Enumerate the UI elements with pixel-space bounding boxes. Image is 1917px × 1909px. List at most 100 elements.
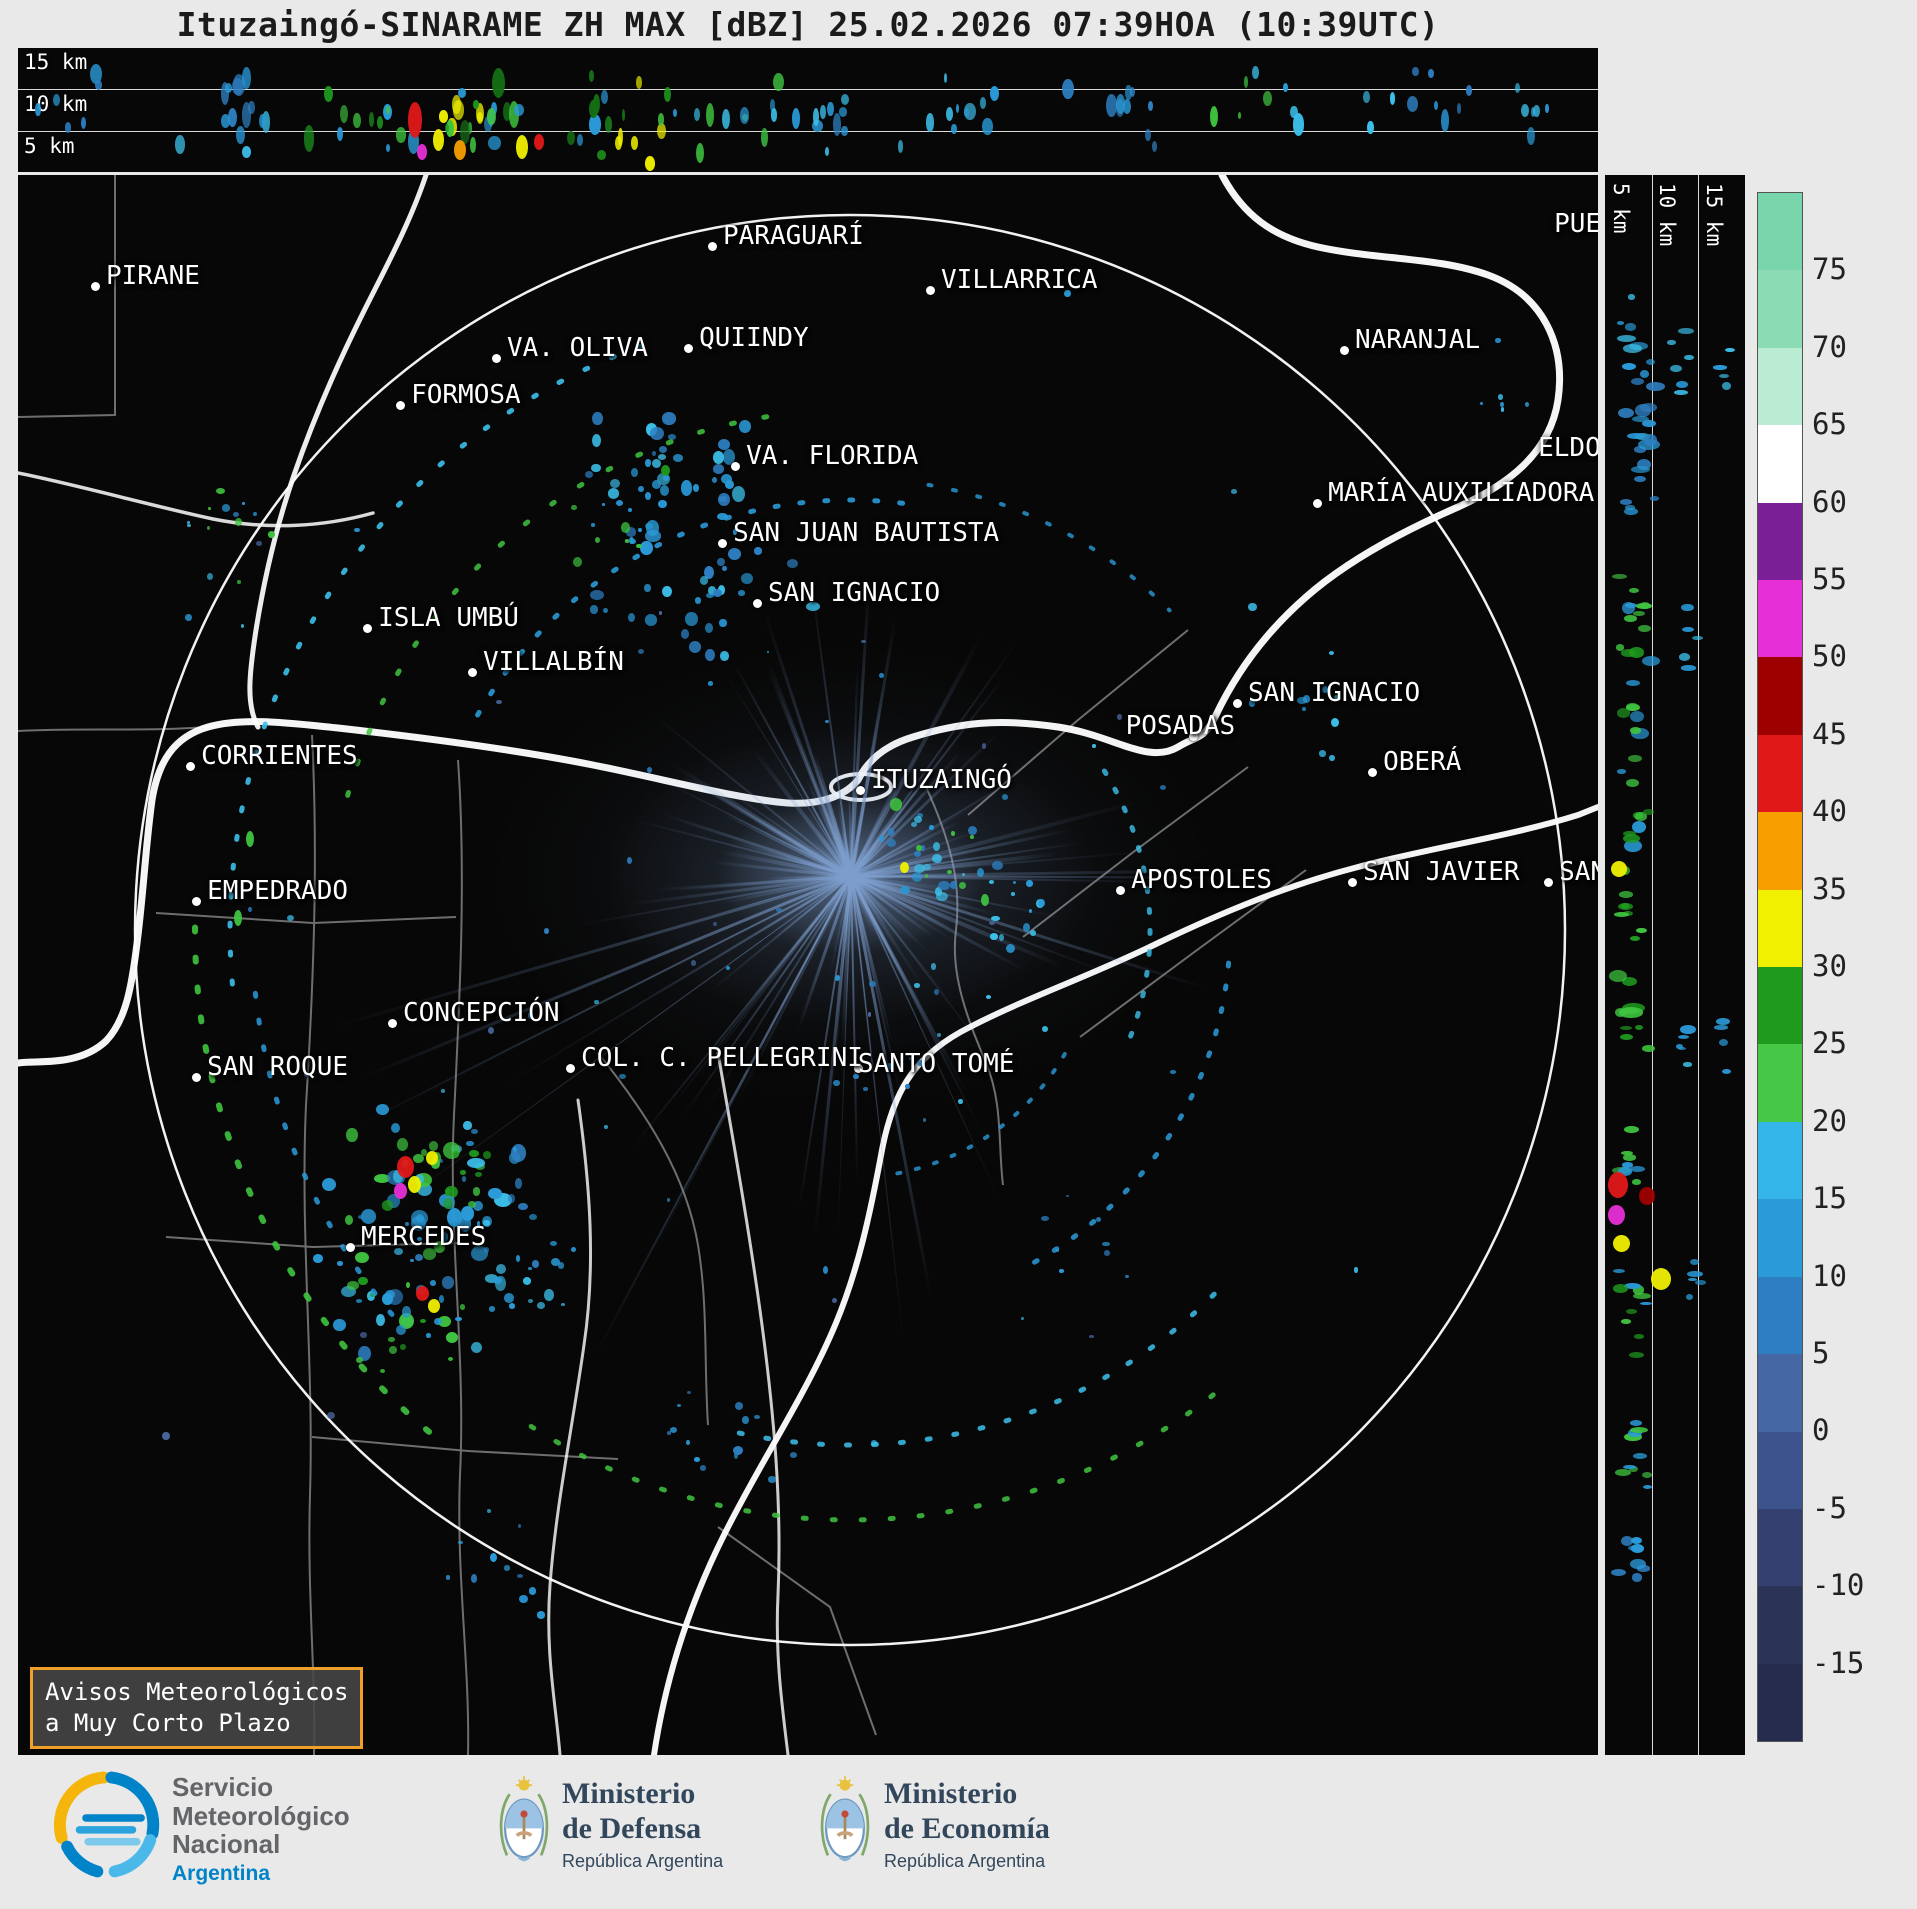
economia-coat-of-arms-icon: [818, 1775, 872, 1875]
radar-echo: [999, 934, 1004, 941]
colorbar-segment: [1758, 347, 1802, 426]
radar-echo: [825, 147, 830, 156]
radar-echo: [353, 113, 361, 129]
radar-echo: [408, 1176, 422, 1194]
radar-echo: [1643, 434, 1657, 446]
radar-echo: [522, 1276, 532, 1285]
radar-echo: [734, 1401, 743, 1410]
radar-echo: [186, 521, 190, 525]
radar-echo: [392, 1170, 403, 1184]
radar-echo: [407, 129, 419, 155]
radar-echo: [791, 107, 801, 130]
radar-echo: [616, 500, 624, 507]
radar-echo: [945, 107, 953, 121]
radar-echo: [739, 106, 750, 124]
radar-echo: [988, 921, 995, 926]
radar-echo: [1612, 573, 1627, 579]
radar-echo: [1722, 1068, 1732, 1074]
radar-echo: [443, 1198, 453, 1210]
radar-echo: [441, 1276, 455, 1290]
city-label: NARANJAL: [1354, 324, 1481, 355]
radar-echo: [718, 438, 731, 450]
radar-echo: [1613, 1234, 1631, 1252]
radar-echo: [964, 102, 976, 121]
radar-echo: [1642, 1044, 1656, 1052]
radar-echo: [620, 522, 631, 534]
smn-line1: Servicio: [172, 1772, 274, 1802]
radar-echo: [1619, 1033, 1634, 1041]
radar-echo: [339, 104, 348, 123]
radar-echo: [516, 135, 529, 160]
radar-echo: [1495, 337, 1501, 344]
radar-echo: [256, 541, 263, 547]
radar-echo: [426, 1333, 431, 1338]
radar-echo: [1103, 1250, 1110, 1256]
radar-echo: [1624, 1283, 1641, 1290]
radar-echo: [1620, 902, 1630, 909]
radar-echo: [1681, 603, 1694, 612]
radar-echo: [776, 907, 782, 913]
radar-echo: [868, 980, 876, 988]
radar-echo: [571, 504, 577, 511]
radar-echo: [1630, 1419, 1643, 1426]
radar-echo: [491, 102, 498, 116]
smn-line3: Nacional: [172, 1829, 281, 1860]
radar-echo: [1641, 1471, 1653, 1479]
radar-echo: [651, 480, 661, 489]
radar-echo: [448, 1356, 454, 1361]
radar-echo: [1621, 1162, 1634, 1168]
radar-echo: [385, 144, 390, 152]
interference-arc: [714, 1291, 1217, 1448]
radar-echo: [536, 1611, 546, 1619]
radar-echo: [1630, 1558, 1646, 1570]
radar-echo: [354, 527, 360, 533]
radar-echo: [454, 1316, 462, 1322]
radar-echo: [175, 134, 185, 154]
radar-echo: [1209, 106, 1218, 128]
radar-echo: [770, 99, 776, 112]
radar-echo: [463, 1121, 472, 1130]
radar-echo: [1607, 1171, 1628, 1198]
radar-echo: [1041, 1025, 1048, 1032]
radar-echo: [707, 585, 716, 595]
radar-echo: [1610, 1568, 1626, 1576]
radar-echo: [887, 828, 895, 836]
radar-echo: [1329, 754, 1335, 762]
radar-echo: [1010, 892, 1016, 897]
radar-echo: [1634, 475, 1646, 482]
defensa-line1: Ministerio: [562, 1777, 696, 1810]
radar-echo: [1170, 1070, 1176, 1074]
radar-echo: [567, 130, 576, 146]
city-label: VA. OLIVA: [507, 332, 648, 363]
radar-echo: [1545, 103, 1549, 113]
radar-echo: [1619, 1025, 1633, 1031]
radar-echo: [696, 143, 705, 163]
radar-echo: [64, 121, 72, 133]
radar-echo: [1124, 1274, 1129, 1279]
radar-echo: [1624, 839, 1642, 853]
colorbar-tick-label: 15: [1812, 1181, 1847, 1216]
radar-echo: [1611, 860, 1627, 877]
radar-echo: [629, 536, 634, 545]
radar-echo: [925, 113, 935, 132]
radar-echo: [722, 448, 736, 465]
colorbar-tick-label: 40: [1812, 794, 1847, 829]
radar-echo: [1527, 126, 1536, 146]
radar-echo: [561, 1302, 565, 1306]
range-ring: [133, 213, 1567, 1647]
rivers: [18, 175, 1598, 1755]
radar-echo: [469, 1149, 479, 1157]
radar-echo: [393, 1182, 407, 1199]
radar-echo: [662, 585, 673, 597]
radar-echo: [1407, 95, 1419, 112]
radar-echo: [713, 588, 723, 597]
defensa-line2: de Defensa: [562, 1811, 702, 1845]
main-echo-layer: [18, 175, 1598, 1755]
radar-echo: [386, 105, 390, 114]
interference-arc: [1025, 960, 1232, 1268]
radar-echo: [637, 649, 644, 655]
radar-echo: [1389, 92, 1396, 105]
radar-echo: [594, 1000, 600, 1004]
radar-echo: [833, 1079, 840, 1087]
